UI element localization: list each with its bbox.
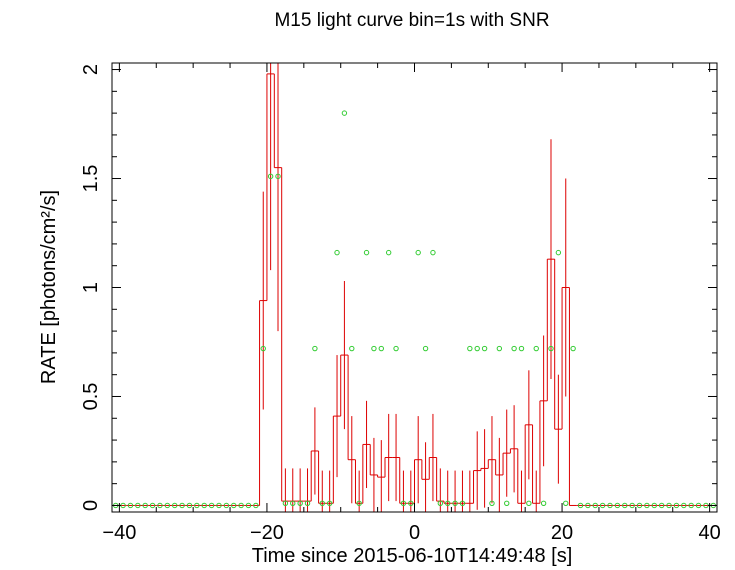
snr-point [127, 502, 134, 509]
snr-point [238, 502, 244, 509]
snr-point [275, 173, 281, 180]
snr-point [194, 502, 200, 509]
y-tick-label: 1 [80, 282, 102, 293]
snr-point [393, 345, 399, 352]
snr-point [157, 502, 163, 509]
snr-point [385, 249, 392, 256]
snr-point [592, 502, 598, 509]
y-axis-label: RATE [photons/cm²/s] [38, 190, 60, 384]
snr-point [231, 502, 237, 509]
snr-point [585, 502, 591, 509]
snr-point [326, 500, 333, 506]
snr-point [651, 502, 657, 509]
snr-point [371, 345, 377, 352]
snr-point [290, 500, 296, 506]
snr-point [629, 502, 635, 509]
snr-point [518, 345, 525, 352]
snr-point [636, 502, 643, 509]
snr-point [555, 249, 562, 256]
snr-point [415, 249, 421, 256]
snr-point [363, 249, 370, 256]
snr-point [614, 502, 621, 509]
snr-point [459, 500, 466, 506]
snr-point [186, 502, 193, 509]
snr-point [201, 502, 207, 509]
snr-point [695, 502, 702, 509]
snr-point [260, 345, 266, 352]
snr-point [245, 502, 252, 509]
snr-point [452, 500, 458, 506]
snr-point [304, 500, 311, 506]
snr-point [607, 502, 613, 509]
snr-point [400, 500, 407, 506]
snr-point [341, 110, 348, 116]
x-tick-label: −40 [102, 522, 136, 544]
snr-point [533, 345, 539, 352]
snr-point [378, 345, 384, 352]
snr-point [312, 345, 318, 352]
snr-point [548, 345, 554, 352]
y-tick-label: 2 [80, 64, 102, 75]
snr-point [149, 502, 156, 509]
snr-point [474, 345, 480, 352]
snr-point [467, 345, 473, 352]
snr-point [570, 345, 576, 352]
snr-point [408, 500, 414, 506]
snr-point [297, 500, 303, 506]
snr-point [644, 502, 650, 509]
x-tick-label: −20 [250, 522, 284, 544]
snr-point [179, 502, 185, 509]
snr-point [681, 502, 687, 509]
snr-point [599, 502, 606, 509]
snr-point [216, 502, 222, 509]
snr-point [430, 249, 436, 256]
axes: −40 −20 0 20 40 0 0.5 1 1.5 2 [80, 63, 721, 544]
snr-point [688, 502, 694, 509]
snr-point [437, 500, 444, 506]
snr-point [511, 345, 517, 352]
snr-point [526, 500, 532, 506]
snr-point [489, 500, 495, 506]
snr-point [622, 502, 628, 509]
snr-point [577, 502, 584, 509]
snr-point [658, 502, 665, 509]
snr-point [496, 345, 503, 352]
snr-point [319, 500, 325, 506]
snr-point [673, 502, 680, 509]
snr-point [135, 502, 141, 509]
snr-point [504, 500, 510, 506]
plot-frame [111, 62, 718, 513]
snr-point [540, 500, 547, 506]
snr-point [223, 502, 230, 509]
snr-point [267, 173, 274, 180]
snr-point [481, 345, 488, 352]
y-tick-label: 1.5 [80, 165, 102, 193]
snr-point [445, 500, 451, 506]
snr-point [422, 345, 429, 352]
snr-point [666, 502, 672, 509]
snr-point [356, 500, 362, 506]
snr-point [334, 249, 340, 256]
snr-point [172, 502, 178, 509]
snr-point [282, 500, 289, 506]
x-tick-label: 0 [409, 522, 420, 544]
snr-point [208, 502, 215, 509]
snr-point [563, 500, 569, 506]
snr-point [164, 502, 171, 509]
snr-point [142, 502, 148, 509]
x-axis-label: Time since 2015-06-10T14:49:48 [s] [252, 545, 573, 567]
x-tick-label: 40 [698, 522, 720, 544]
chart-title: M15 light curve bin=1s with SNR [274, 10, 549, 31]
y-tick-label: 0 [80, 500, 102, 511]
x-tick-label: 20 [551, 522, 573, 544]
snr-point [349, 345, 355, 352]
plot-area [112, 63, 717, 512]
snr-point [253, 502, 259, 509]
y-tick-label: 0.5 [80, 383, 102, 411]
